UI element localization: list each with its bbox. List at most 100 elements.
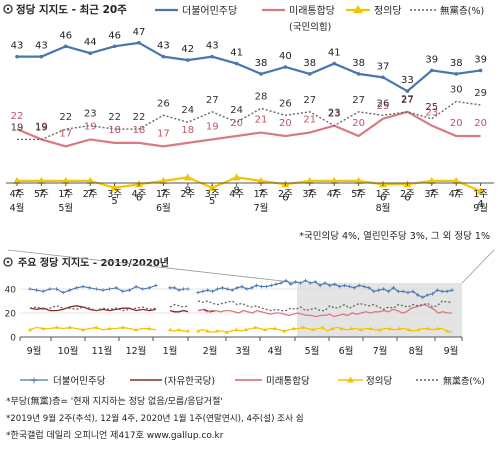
bottom-point-justice (147, 326, 152, 331)
bottom-point-dem (430, 292, 435, 296)
top-value-label: 39 (425, 54, 438, 65)
bottom-point-dem (210, 289, 215, 294)
bottom-point-dem (67, 288, 72, 292)
top-point-justice (452, 176, 461, 184)
top-value-label: 27 (352, 95, 365, 106)
bottom-point-justice (134, 327, 139, 332)
top-x-tick-label: 3주 (107, 189, 122, 200)
bottom-point-justice (358, 327, 363, 332)
top-value-label: 37 (377, 61, 390, 72)
top-x-tick-label: 5주 (34, 189, 49, 200)
bottom-point-justice (378, 327, 383, 332)
top-chart-title: 정당 지지도 - 최근 20주 (16, 3, 127, 16)
bottom-point-dem (245, 287, 249, 291)
bottom-note-3: *한국갤럽 데일리 오피니언 제417호 www.gallup.co.kr (6, 429, 224, 441)
bottom-point-justice (320, 325, 325, 329)
bottom-point-dem (215, 287, 220, 291)
circle-dot-icon (3, 257, 13, 267)
top-point-dem (356, 72, 361, 76)
bottom-point-dem (303, 278, 308, 283)
top-point-justice (61, 176, 70, 184)
legend-marker-dem: + (30, 376, 38, 387)
top-point-dem (332, 61, 337, 66)
bottom-x-month-label: 6월 (339, 345, 354, 357)
bottom-point-dem (147, 286, 152, 290)
top-x-tick-month: 7월 (254, 202, 269, 214)
circle-dot-icon (3, 4, 13, 14)
top-point-justice (110, 183, 119, 191)
top-point-dem (210, 54, 214, 59)
top-point-dem (112, 44, 117, 49)
bottom-point-justice (435, 326, 440, 331)
top-x-tick-label: 4주 (10, 189, 25, 200)
top-value-label: 42 (181, 44, 194, 55)
bottom-y-tick-label: 40 (5, 286, 17, 296)
bottom-point-dem (323, 281, 327, 285)
top-value-label: 40 (279, 51, 292, 62)
top-value-label: 19 (35, 122, 48, 133)
top-x-tick-month: 9월 (473, 202, 488, 214)
top-value-label: 23 (425, 108, 438, 119)
bottom-point-justice (416, 327, 421, 332)
bottom-point-justice (81, 327, 86, 332)
top-value-label: 23 (84, 109, 97, 120)
bottom-point-dem (269, 283, 274, 288)
bottom-point-justice (291, 326, 296, 331)
top-value-label: 7 (38, 189, 44, 200)
top-value-label: 19 (206, 121, 219, 132)
bottom-point-dem (450, 288, 454, 292)
top-x-tick-label: 1주 (376, 189, 391, 200)
top-point-dem (381, 75, 385, 80)
bottom-point-justice (253, 325, 258, 329)
bottom-legend: + 더불어민주당 (자유한국당) 미래통합당 정의당 無黨층(%) (20, 375, 485, 387)
top-value-label: 5 (111, 196, 117, 207)
top-value-label: 17 (157, 128, 170, 139)
bottom-x-month-label: 8월 (409, 345, 424, 357)
bottom-y-tick-label: 20 (5, 310, 17, 320)
bottom-point-dem (28, 287, 32, 291)
bottom-series-line-1 (169, 309, 189, 313)
top-x-tick-label: 2주 (180, 189, 195, 200)
zoom-connector-left (7, 249, 301, 284)
legend-label-lkp: (자유한국당) (164, 376, 215, 387)
top-point-justice (86, 176, 95, 184)
legend-label-nonparty: 無黨층(%) (440, 5, 484, 17)
top-value-label: 7 (307, 189, 313, 200)
legend-label-upp: 미래통합당 (289, 5, 335, 17)
bottom-note-1: *무당(無黨)층= '현재 지지하는 정당 없음/모름/응답거절' (6, 395, 223, 407)
legend-label-dem: 더불어민주당 (53, 376, 106, 387)
top-value-label: 7 (453, 189, 459, 200)
bottom-point-dem (274, 282, 278, 286)
bottom-series-line-4 (197, 300, 452, 312)
bottom-point-justice (177, 327, 181, 332)
top-value-label: 24 (230, 105, 243, 116)
top-value-label: 6 (136, 192, 142, 203)
bottom-point-justice (368, 326, 373, 331)
bottom-point-dem (332, 282, 337, 286)
top-point-dem (64, 44, 68, 49)
bottom-point-dem (289, 282, 293, 286)
bottom-point-dem (279, 281, 283, 285)
top-value-label: 22 (133, 112, 146, 123)
bottom-point-dem (376, 288, 381, 292)
bottom-point-justice (28, 327, 32, 332)
bottom-point-justice (67, 325, 72, 329)
top-value-label: 7 (355, 189, 361, 200)
top-x-tick-month: 5월 (58, 202, 73, 214)
bottom-x-month-label: 5월 (305, 345, 320, 357)
bottom-note-2: *2019년 9월 2주(추석), 12월 4주, 2020년 1월 1주(연말… (6, 412, 304, 424)
legend-label-justice: 정의당 (374, 5, 402, 17)
bottom-point-justice (107, 326, 112, 331)
bottom-point-justice (54, 325, 59, 329)
bottom-series-line-2 (197, 303, 452, 318)
bottom-point-dem (127, 288, 132, 292)
top-value-label: 5 (209, 196, 215, 207)
bottom-point-dem (328, 283, 332, 288)
top-point-justice (354, 176, 363, 184)
bottom-x-month-label: 9월 (27, 345, 42, 357)
bottom-point-dem (140, 287, 145, 291)
top-value-label: 23 (328, 108, 341, 119)
bottom-point-justice (301, 325, 306, 329)
bottom-point-dem (396, 289, 401, 294)
top-x-tick-label: 4주 (132, 189, 147, 200)
